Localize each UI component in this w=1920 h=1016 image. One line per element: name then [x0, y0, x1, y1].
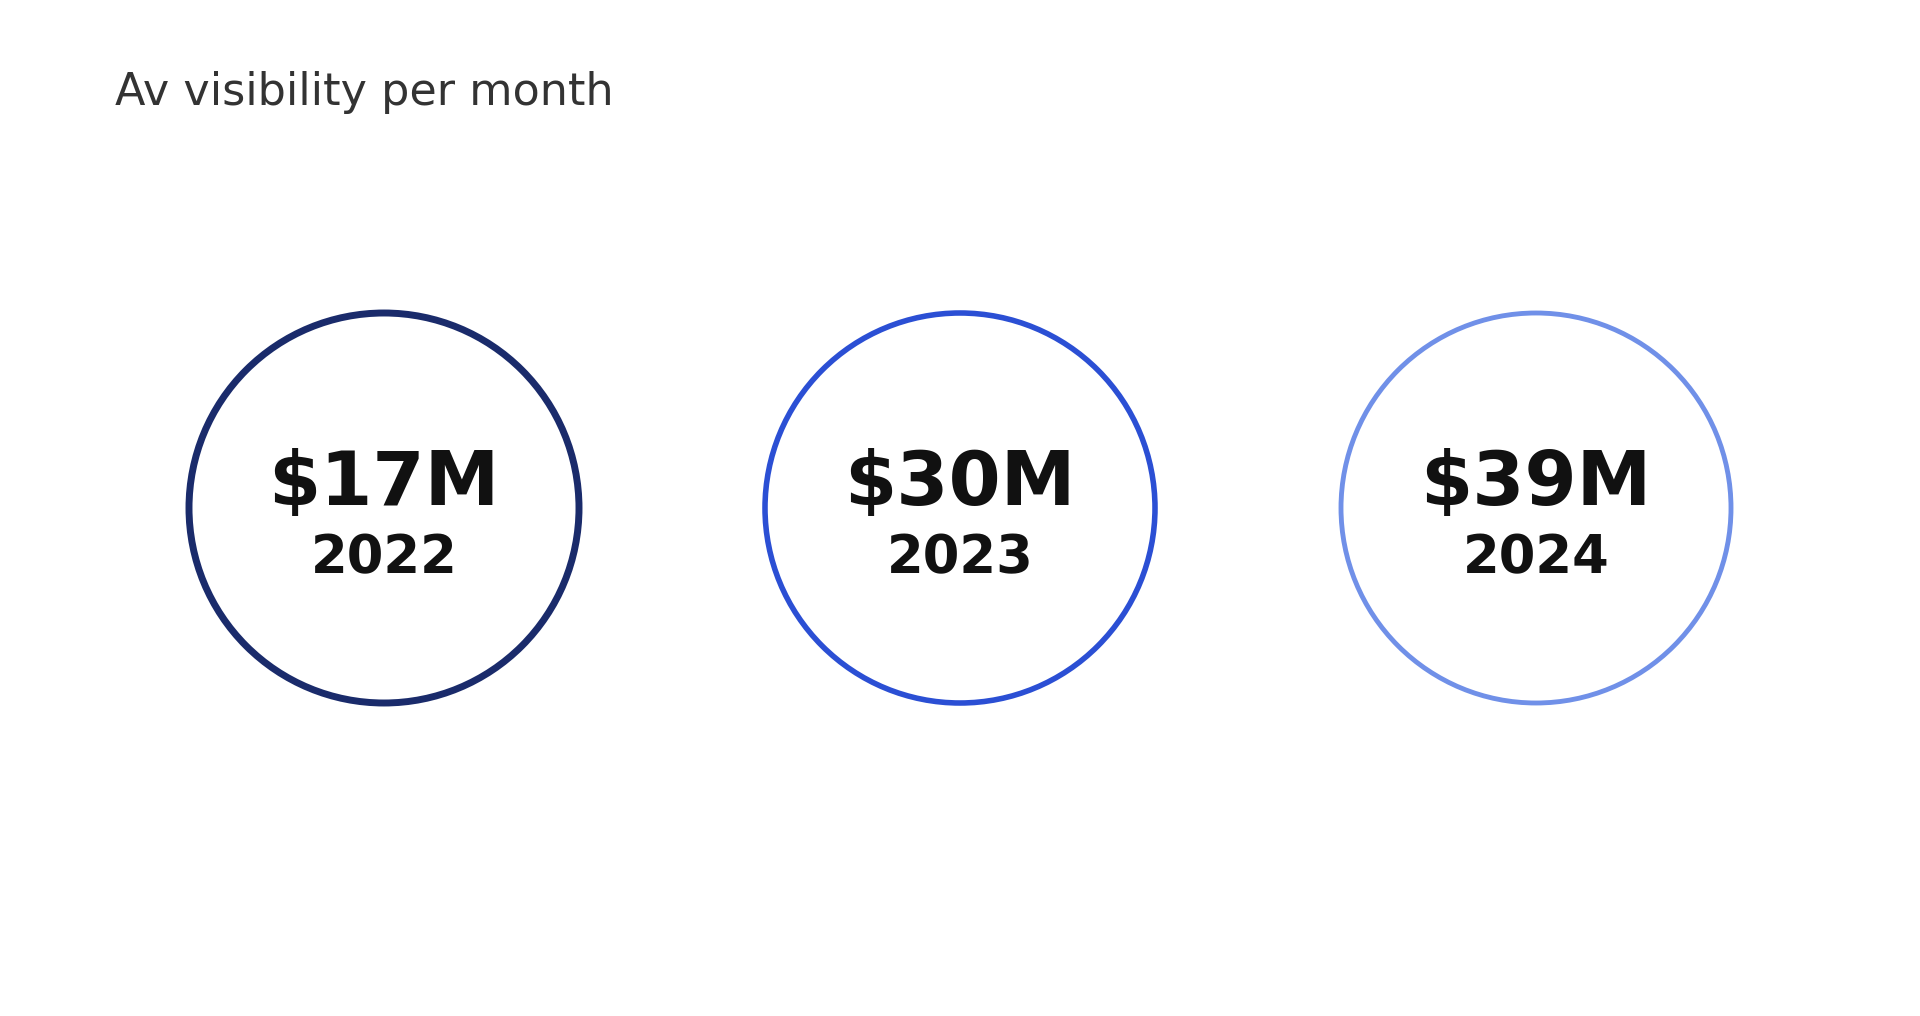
Text: $30M: $30M: [845, 448, 1075, 521]
Text: 2023: 2023: [887, 532, 1033, 584]
Text: Av visibility per month: Av visibility per month: [115, 71, 614, 114]
Text: 2024: 2024: [1463, 532, 1609, 584]
Text: $17M: $17M: [269, 448, 499, 521]
Text: 2022: 2022: [311, 532, 457, 584]
Text: $39M: $39M: [1421, 448, 1651, 521]
